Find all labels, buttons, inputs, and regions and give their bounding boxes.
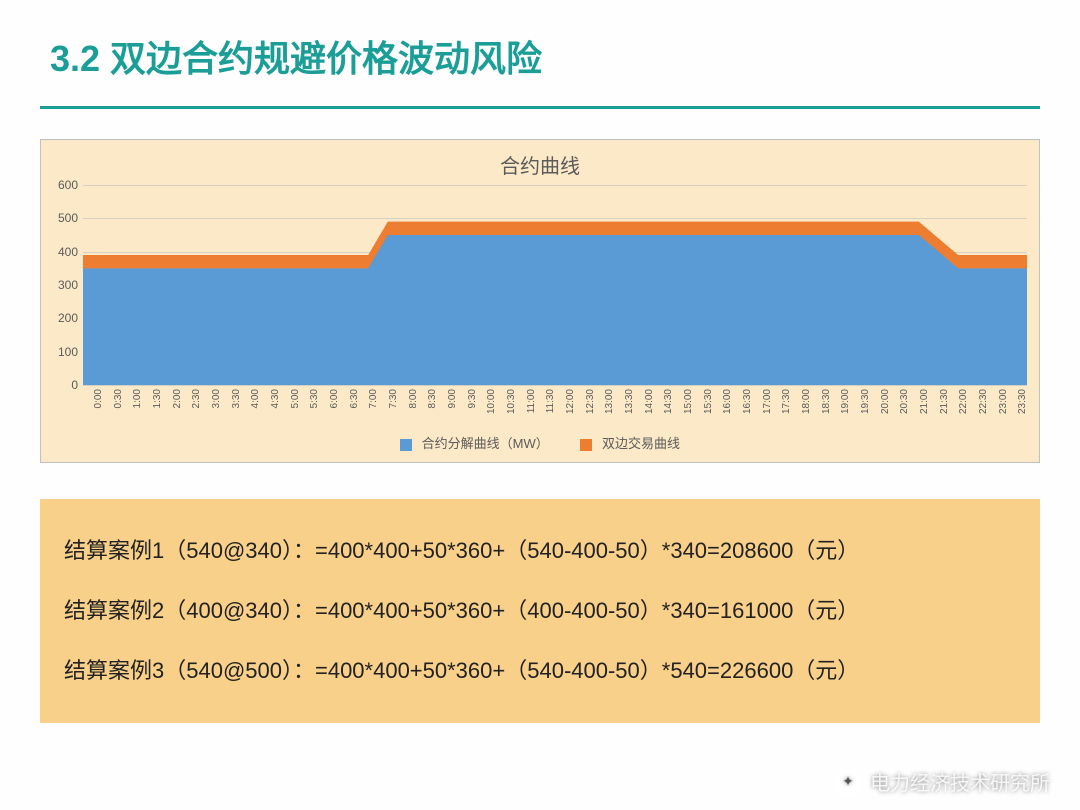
case-line-1: 结算案例1（540@340）：=400*400+50*360+（540-400-… [64,519,1016,579]
x-tick-label: 2:00 [172,389,183,408]
legend-label-2: 双边交易曲线 [602,436,680,451]
x-tick-label: 5:00 [290,389,301,408]
title-underline [40,106,1040,109]
x-tick-label: 12:00 [565,389,576,414]
y-tick-label: 500 [58,211,78,225]
x-tick-label: 17:30 [781,389,792,414]
x-tick-label: 16:00 [722,389,733,414]
x-tick-label: 21:30 [939,389,950,414]
x-tick-label: 13:30 [624,389,635,414]
x-axis: 0:00 0:30 1:00 1:30 2:00 2:30 3:00 3:30 4:00 4:30… [83,385,1027,425]
x-tick-label: 12:30 [585,389,596,414]
watermark-text: 电力经济技术研究所 [870,767,1050,796]
x-tick-label: 3:00 [211,389,222,408]
x-tick-label: 0:30 [113,389,124,408]
x-tick-label: 6:00 [329,389,340,408]
case-line-3: 结算案例3（540@500）：=400*400+50*360+（540-400-… [64,639,1016,699]
x-tick-label: 10:00 [486,389,497,414]
x-tick-label: 2:30 [191,389,202,408]
watermark: ✦ 电力经济技术研究所 [834,767,1050,796]
y-tick-label: 600 [58,178,78,192]
y-tick-label: 100 [58,345,78,359]
x-tick-label: 23:30 [1017,389,1028,414]
x-tick-label: 6:30 [349,389,360,408]
y-tick-label: 200 [58,311,78,325]
x-tick-label: 11:30 [545,389,556,413]
x-tick-label: 8:30 [427,389,438,408]
chart-title: 合约曲线 [47,146,1033,185]
x-tick-label: 21:00 [919,389,930,414]
x-tick-label: 22:00 [958,389,969,414]
x-tick-label: 10:30 [506,389,517,414]
x-tick-label: 20:00 [880,389,891,414]
cases-box: 结算案例1（540@340）：=400*400+50*360+（540-400-… [40,499,1040,723]
x-tick-label: 20:30 [899,389,910,414]
case-line-2: 结算案例2（400@340）：=400*400+50*360+（400-400-… [64,579,1016,639]
x-tick-label: 15:30 [703,389,714,414]
x-tick-label: 22:30 [978,389,989,414]
x-tick-label: 3:30 [231,389,242,408]
y-axis: 0100200300400500600 [48,185,82,385]
plot-area: 0100200300400500600 [83,185,1027,385]
x-tick-label: 19:00 [840,389,851,414]
legend-swatch-2 [580,439,592,451]
x-tick-label: 11:00 [526,389,537,413]
x-tick-label: 19:30 [860,389,871,414]
legend-swatch-1 [400,439,412,451]
x-tick-label: 9:00 [447,389,458,408]
chart-container: 合约曲线 0100200300400500600 0:000:301:001:3… [40,139,1040,463]
x-tick-label: 1:30 [152,389,163,408]
y-tick-label: 0 [71,378,78,392]
x-tick-label: 18:00 [801,389,812,414]
x-tick-label: 7:00 [368,389,379,408]
legend-item-2: 双边交易曲线 [580,433,680,452]
x-tick-label: 1:00 [132,389,143,408]
x-tick-label: 14:00 [644,389,655,414]
x-tick-label: 4:00 [250,389,261,408]
legend-item-1: 合约分解曲线（MW） [400,433,549,452]
page-title: 3.2 双边合约规避价格波动风险 [0,0,1080,92]
wechat-icon: ✦ [834,768,862,796]
area-chart-svg [83,185,1027,385]
x-tick-label: 0:00 [93,389,104,408]
x-tick-label: 4:30 [270,389,281,408]
x-tick-label: 9:30 [467,389,478,408]
x-tick-label: 17:00 [762,389,773,414]
x-tick-label: 23:00 [998,389,1009,414]
y-tick-label: 300 [58,278,78,292]
legend-label-1: 合约分解曲线（MW） [422,436,549,451]
x-tick-label: 18:30 [821,389,832,414]
x-tick-label: 13:00 [604,389,615,414]
x-tick-label: 16:30 [742,389,753,414]
legend: 合约分解曲线（MW） 双边交易曲线 [47,425,1033,456]
x-tick-label: 8:00 [408,389,419,408]
x-tick-label: 14:30 [663,389,674,414]
y-tick-label: 400 [58,245,78,259]
x-tick-label: 15:00 [683,389,694,414]
x-tick-label: 5:30 [309,389,320,408]
x-tick-label: 7:30 [388,389,399,408]
